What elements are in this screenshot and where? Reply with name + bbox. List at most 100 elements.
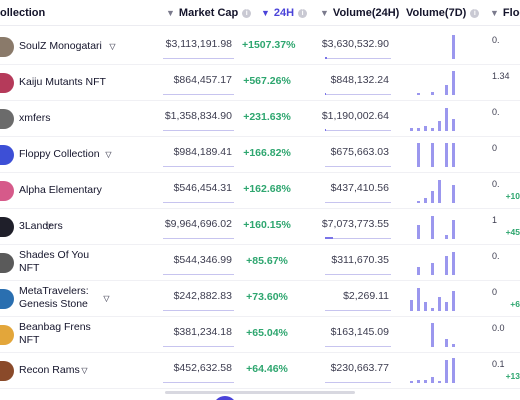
column-header-floor[interactable]: ▼ Floo <box>490 4 520 22</box>
table-row[interactable]: Kaiju Mutants NFT $864,457.17 +567.26% $848… <box>0 65 520 101</box>
table-row[interactable]: MetaTravelers: Genesis Stone ▽ $242,882.83… <box>0 281 520 317</box>
sparkline-bar <box>431 377 434 383</box>
market-cap-value: $9,964,696.02 <box>164 218 232 230</box>
volume-bar <box>325 93 326 95</box>
market-cap-value: $546,454.31 <box>173 182 232 194</box>
floor-price-value: 0. <box>492 107 500 117</box>
sort-down-icon: ▼ <box>261 8 270 18</box>
sparkline-bar <box>410 300 413 311</box>
column-header-volume-24h-label: Volume(24H) <box>332 7 400 19</box>
market-cap-value: $544,346.99 <box>173 254 232 266</box>
volume-24h-value: $675,663.03 <box>330 146 389 158</box>
floating-action-button[interactable] <box>213 396 237 400</box>
table-row[interactable]: Shades Of You NFT $544,346.99 +85.67% $311,… <box>0 245 520 281</box>
sparkline-bar <box>431 216 434 239</box>
column-header-volume-7d-label: Volume(7D) <box>406 7 467 19</box>
change-24h-value: +160.15% <box>243 219 291 231</box>
column-header-collection[interactable]: ollection <box>0 4 45 22</box>
table-row[interactable]: xmfers $1,358,834.90 +231.63% $1,190,002.64… <box>0 101 520 137</box>
market-cap-value: $452,632.58 <box>173 362 232 374</box>
sparkline-bar <box>445 85 448 95</box>
market-cap-cell: $1,358,834.90 <box>163 105 234 131</box>
market-cap-cell: $9,964,696.02 <box>163 213 234 239</box>
info-icon[interactable]: i <box>242 8 252 18</box>
collection-avatar <box>0 289 14 309</box>
table-row[interactable]: Recon Rams ▽ $452,632.58 +64.46% $230,663.77… <box>0 353 520 389</box>
volume-7d-sparkline <box>406 249 456 275</box>
volume-7d-sparkline <box>406 105 456 131</box>
sparkline-bar <box>452 35 455 59</box>
collection-name-link[interactable]: Kaiju Mutants NFT <box>19 76 106 88</box>
floor-price-value: 0 <box>492 287 498 297</box>
column-header-volume-24h[interactable]: ▼ Volume(24H) <box>320 4 399 22</box>
sort-down-icon: ▼ <box>166 8 175 18</box>
sparkline-bar <box>452 220 455 239</box>
column-header-market-cap-label: Market Cap <box>178 7 239 19</box>
sparkline-bar <box>438 297 441 311</box>
column-header-collection-label: ollection <box>0 7 46 19</box>
collection-name-link[interactable]: Recon Rams <box>19 364 80 376</box>
volume-7d-sparkline <box>406 69 456 95</box>
market-cap-cell: $3,113,191.98 <box>163 33 234 59</box>
volume-24h-cell: $163,145.09 <box>325 321 391 347</box>
change-24h-value: +567.26% <box>243 75 291 87</box>
sparkline-bar <box>417 93 420 95</box>
verified-badge-icon: ▽ <box>109 42 116 51</box>
sparkline-bar <box>445 302 448 311</box>
sparkline-bar <box>431 263 434 275</box>
floor-price-value: 0. <box>492 35 500 45</box>
floor-change-value: +10 <box>505 191 520 201</box>
column-header-market-cap[interactable]: ▼ Market Cap i <box>166 4 252 22</box>
collection-avatar <box>0 37 14 57</box>
sparkline-bar <box>445 256 448 275</box>
info-icon[interactable]: i <box>298 8 308 18</box>
column-header-volume-7d[interactable]: Volume(7D) i <box>406 4 480 22</box>
info-icon[interactable]: i <box>470 8 480 18</box>
collection-name-link[interactable]: xmfers <box>19 112 51 124</box>
table-row[interactable]: Beanbag Frens NFT $381,234.18 +65.04% $163,… <box>0 317 520 353</box>
floor-change-value: +6 <box>510 299 520 309</box>
column-header-24h[interactable]: ▼ 24H i <box>261 4 308 22</box>
change-24h-value: +85.67% <box>246 255 288 267</box>
collection-name-link[interactable]: SoulZ Monogatari <box>19 40 102 52</box>
volume-24h-cell: $7,073,773.55 <box>321 213 391 239</box>
collection-name-link[interactable]: Shades Of You NFT <box>19 249 90 274</box>
collection-name-link[interactable]: Alpha Elementary <box>19 184 102 196</box>
collection-name-link[interactable]: 3Landers <box>19 220 63 232</box>
volume-24h-value: $437,410.56 <box>330 182 389 194</box>
floor-price-value: 1 <box>492 215 498 225</box>
volume-24h-cell: $1,190,002.64 <box>322 105 391 131</box>
collection-name-link[interactable]: Floppy Collection <box>19 148 100 160</box>
sparkline-bar <box>445 235 448 239</box>
collection-avatar <box>0 181 14 201</box>
table-row[interactable]: Alpha Elementary $546,454.31 +162.68% $437,… <box>0 173 520 209</box>
volume-24h-value: $7,073,773.55 <box>321 218 389 230</box>
sparkline-bar <box>417 288 420 311</box>
sparkline-bar <box>410 381 413 383</box>
collection-name-link[interactable]: Beanbag Frens NFT <box>19 321 91 346</box>
verified-badge-icon: ▽ <box>105 150 112 159</box>
floor-price-value: 0. <box>492 251 500 261</box>
sparkline-bar <box>417 267 420 275</box>
change-24h-value: +73.60% <box>246 291 288 303</box>
table-row[interactable]: 3Landers ▽ $9,964,696.02 +160.15% $7,073,773… <box>0 209 520 245</box>
volume-24h-value: $2,269.11 <box>343 290 389 302</box>
volume-24h-value: $311,670.35 <box>331 254 389 266</box>
volume-7d-sparkline <box>406 285 456 311</box>
collection-name-link[interactable]: MetaTravelers: Genesis Stone <box>19 285 89 310</box>
sparkline-bar <box>452 143 455 167</box>
market-cap-cell: $452,632.58 <box>163 357 234 383</box>
volume-24h-value: $3,630,532.90 <box>321 38 389 50</box>
sparkline-bar <box>431 323 434 347</box>
change-24h-value: +64.46% <box>246 363 288 375</box>
volume-7d-sparkline <box>406 213 456 239</box>
table-row[interactable]: SoulZ Monogatari ▽ $3,113,191.98 +1507.37% $… <box>0 29 520 65</box>
change-24h-value: +1507.37% <box>242 39 296 51</box>
horizontal-scrollbar[interactable] <box>165 391 355 394</box>
verified-badge-icon: ▽ <box>45 222 52 231</box>
market-cap-value: $242,882.83 <box>173 290 232 302</box>
table-row[interactable]: Floppy Collection ▽ $984,189.41 +166.82% $67… <box>0 137 520 173</box>
market-cap-cell: $381,234.18 <box>163 321 234 347</box>
volume-7d-sparkline <box>406 33 456 59</box>
volume-7d-sparkline <box>406 321 456 347</box>
